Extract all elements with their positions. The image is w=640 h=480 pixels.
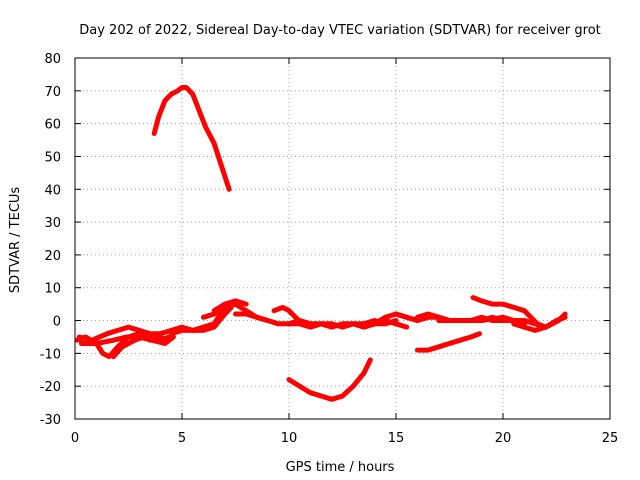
x-axis: 0 5 10 15 20 25 xyxy=(71,58,618,446)
y-tick-label: -20 xyxy=(40,380,61,395)
series-line-track-7 xyxy=(200,301,292,327)
y-tick-label: 0 xyxy=(53,315,61,330)
series-line-track-13 xyxy=(361,318,410,330)
series-line-track-8 xyxy=(211,298,249,314)
y-tick-label: 60 xyxy=(44,118,61,133)
x-tick-label: 10 xyxy=(281,431,298,446)
x-tick-label: 0 xyxy=(71,431,79,446)
y-tick-label: 70 xyxy=(44,85,61,100)
series-group xyxy=(74,85,568,402)
x-tick-label: 25 xyxy=(602,431,619,446)
y-tick-label: 30 xyxy=(44,216,61,231)
y-axis: -30 -20 -10 0 10 20 30 40 50 60 70 80 xyxy=(40,52,610,428)
y-tick-label: 40 xyxy=(44,183,61,198)
y-tick-label: 10 xyxy=(44,282,61,297)
y-axis-label: SDTVAR / TECUs xyxy=(8,187,23,294)
series-line-track-4 xyxy=(111,331,164,360)
x-tick-label: 20 xyxy=(495,431,512,446)
series-line-track-22 xyxy=(286,357,373,402)
x-axis-label: GPS time / hours xyxy=(286,460,395,475)
plot-frame xyxy=(74,57,611,420)
series-line-track-20 xyxy=(414,331,482,353)
series-line-track-9 xyxy=(233,311,271,323)
chart-title: Day 202 of 2022, Sidereal Day-to-day VTE… xyxy=(79,23,601,38)
series-line-track-6 xyxy=(168,304,234,337)
y-tick-label: -10 xyxy=(40,347,61,362)
x-tick-label: 15 xyxy=(388,431,405,446)
series-line-track-21 xyxy=(151,85,232,192)
y-tick-label: 20 xyxy=(44,249,61,264)
y-tick-label: 80 xyxy=(44,52,61,67)
series-line-track-19 xyxy=(511,314,568,333)
y-tick-label: -30 xyxy=(40,413,61,428)
x-tick-label: 5 xyxy=(178,431,186,446)
grid xyxy=(75,58,610,419)
series-line-track-3 xyxy=(78,334,176,346)
y-tick-label: 50 xyxy=(44,150,61,165)
